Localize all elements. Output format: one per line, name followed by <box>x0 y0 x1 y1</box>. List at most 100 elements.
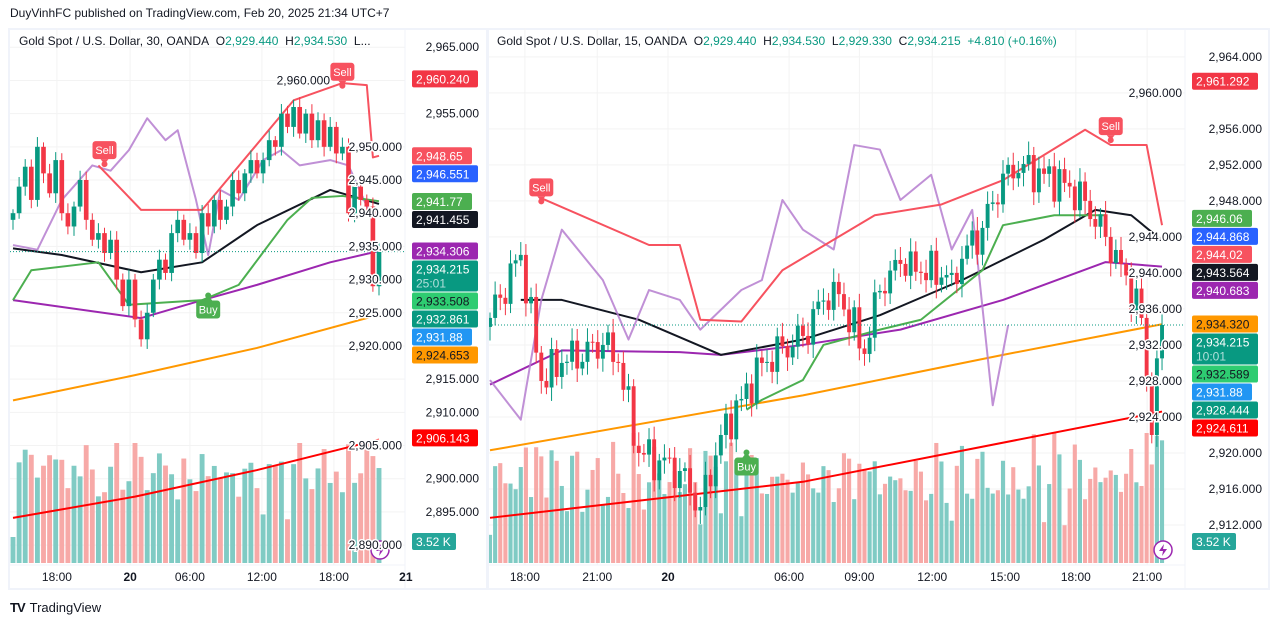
volume-bar <box>539 456 544 563</box>
candle <box>187 223 193 250</box>
time-tick-label: 18:00 <box>319 570 349 584</box>
stop-green-line <box>12 194 380 306</box>
plot-area[interactable]: Sell Buy Sell <box>10 28 406 565</box>
volume-bar <box>1011 467 1016 563</box>
volume-bar <box>929 493 934 563</box>
price-label: 2,946.551 <box>412 165 478 183</box>
volume-bar <box>564 511 570 563</box>
volume-bar <box>132 443 138 563</box>
volume-bar <box>590 469 595 563</box>
volume-bar <box>77 476 83 563</box>
signal-label: Buy <box>199 304 218 316</box>
candle <box>163 253 168 280</box>
volume-bar <box>1118 491 1124 563</box>
volume-bar <box>65 488 71 563</box>
candle <box>826 292 831 320</box>
volume-bar <box>528 497 534 563</box>
signal-label: Sell <box>532 182 550 194</box>
candle <box>1129 262 1134 322</box>
price-label-value: 2,941.77 <box>416 195 463 209</box>
volume-bar <box>693 482 698 563</box>
candle <box>96 223 101 249</box>
volume-bar <box>1031 434 1036 563</box>
candle <box>1134 278 1139 325</box>
candle <box>698 496 703 524</box>
candle <box>821 288 826 315</box>
candle <box>693 482 698 518</box>
price-tick-label: 2,948.000 <box>1209 194 1263 208</box>
price-label: 2,948.65 <box>412 147 472 165</box>
volume-bar <box>795 483 800 563</box>
candle-series <box>10 97 382 349</box>
volume-bar <box>913 460 918 563</box>
plot-area[interactable]: Sell Buy Sell <box>488 28 1185 565</box>
price-tick-label: 2,952.000 <box>1209 158 1263 172</box>
volume-bar <box>498 463 503 563</box>
signal-sell[interactable]: Sell <box>330 62 355 89</box>
oscillator-overlay-line <box>12 117 374 257</box>
candle <box>169 224 174 282</box>
candle <box>1006 157 1011 186</box>
lightning-icon[interactable] <box>370 540 390 560</box>
candle <box>364 194 370 217</box>
candle <box>71 201 77 236</box>
candle <box>126 269 132 316</box>
lightning-icon[interactable] <box>1153 540 1173 560</box>
price-label-value: 2,906.143 <box>416 431 470 445</box>
price-tick-label: 2,890.000 <box>349 538 403 552</box>
volume-bar <box>723 461 729 563</box>
volume-bar <box>352 482 358 563</box>
price-tick-label: 2,960.000 <box>277 73 331 87</box>
chart-panel-15m[interactable] <box>487 28 1270 590</box>
signal-sell[interactable]: Sell <box>92 141 117 168</box>
volume-bar <box>770 476 775 563</box>
candle <box>800 317 805 348</box>
volume-bar <box>150 473 156 563</box>
time-axis[interactable]: 18:00 20 06:00 12:00 18:00 21 <box>10 564 413 584</box>
open-label: O <box>215 34 226 48</box>
price-tick-label: 2,945.000 <box>349 173 403 187</box>
time-axis[interactable]: 18:00 21:00 20 06:00 09:00 12:00 15:00 18:00 21:… <box>489 564 1185 584</box>
signal-sell[interactable]: Sell <box>1098 117 1123 144</box>
signal-sell[interactable]: Sell <box>529 178 554 205</box>
signal-buy[interactable]: Buy <box>196 292 221 319</box>
signal-buy[interactable]: Buy <box>734 449 759 476</box>
volume-bar <box>1134 482 1139 563</box>
candle <box>641 444 646 463</box>
candle <box>114 231 120 290</box>
price-axis[interactable]: 2,965.000 2,960.000 2,955.000 2,950.000 2,94… <box>275 28 480 590</box>
volume-bar <box>1062 525 1067 563</box>
volume-bar <box>144 490 150 563</box>
volume-bar <box>1108 470 1113 563</box>
candle <box>1160 314 1164 371</box>
candle <box>585 328 590 375</box>
volume-bar <box>493 466 498 563</box>
volume-bar <box>985 487 990 563</box>
high-value: 2,934.530 <box>293 34 348 48</box>
candle <box>1113 239 1118 269</box>
candle <box>1011 152 1016 191</box>
candle <box>934 237 939 299</box>
candle <box>862 339 867 366</box>
candle <box>780 322 785 354</box>
candle <box>41 142 46 184</box>
price-axis[interactable]: 2,964.000 2,960.000 2,956.000 2,952.000 2,94… <box>1127 28 1263 590</box>
volume-bar <box>718 513 723 563</box>
high-label: H <box>285 34 294 48</box>
price-label-value: 2,934.215 <box>416 262 470 276</box>
candle <box>1026 141 1031 171</box>
tradingview-logo[interactable]: TV TradingView <box>10 600 101 615</box>
volume-bar <box>893 480 898 563</box>
signal-label: Sell <box>95 145 113 157</box>
volume-bar <box>775 476 780 563</box>
candle <box>724 403 728 449</box>
volume-bar <box>729 442 734 563</box>
candle <box>965 234 970 265</box>
volume-bar <box>1067 488 1072 563</box>
candle <box>611 318 616 376</box>
candle <box>985 191 990 241</box>
volume-bar <box>744 471 749 563</box>
candle <box>877 284 882 300</box>
oscillator-overlay-line <box>489 144 1010 421</box>
price-label-value: 2,940.683 <box>1196 284 1250 298</box>
